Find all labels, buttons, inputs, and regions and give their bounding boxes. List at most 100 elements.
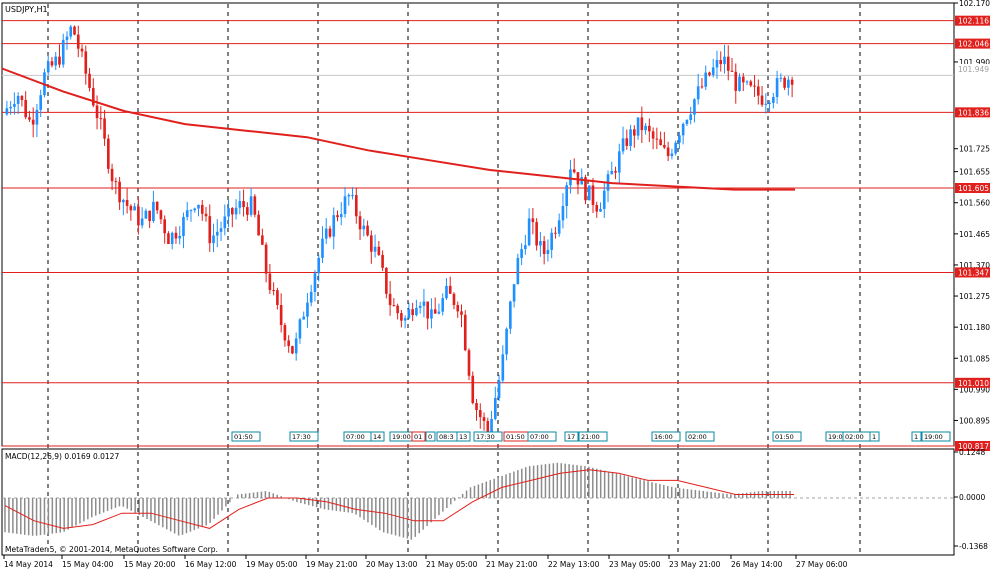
event-marker-label: 07:00: [530, 433, 549, 441]
macd-tick-label: 0.0000: [959, 493, 985, 502]
candle-body: [76, 34, 80, 49]
event-marker-box: [772, 431, 802, 442]
candle-body: [155, 201, 159, 211]
candle-body: [411, 309, 414, 316]
event-marker-label: 19:00: [392, 433, 411, 441]
candle-body: [520, 249, 523, 258]
event-marker-label: 16:00: [654, 433, 673, 441]
candle-body: [764, 103, 768, 105]
macd-label: MACD(12,26,9) 0.0169 0.0127: [5, 452, 119, 461]
time-tick-label: 19 May 05:00: [246, 560, 298, 569]
event-marker-box: [473, 431, 503, 442]
candle-body: [287, 340, 290, 347]
macd-scale: 0.1248 0.0000 -0.1368: [954, 448, 988, 551]
price-tick-label: 101.085: [959, 354, 990, 363]
candle-body: [396, 305, 399, 314]
event-marker-box: [411, 431, 426, 442]
price-tick-label: 101.465: [959, 230, 990, 239]
candle-body: [354, 195, 358, 217]
candle-body: [644, 125, 647, 131]
event-marker-label: 17: [567, 433, 575, 441]
candle-body: [73, 26, 76, 35]
candle-body: [324, 228, 328, 239]
candle-body: [516, 257, 520, 285]
candle-body: [261, 235, 264, 245]
candle-body: [99, 118, 103, 120]
candle-body: [475, 403, 478, 411]
time-tick-label: 26 May 14:00: [731, 560, 783, 569]
candle-body: [193, 208, 197, 211]
candle-body: [572, 169, 576, 173]
level-label-text: 102.116: [958, 17, 989, 26]
candle-body: [65, 36, 69, 40]
level-price-labels: 102.116 102.046 101.836 101.605 101.347 101.0…: [955, 15, 990, 451]
candle-body: [734, 71, 738, 91]
candle-body: [351, 195, 354, 197]
candle-body: [163, 219, 166, 234]
candle-body: [31, 119, 35, 125]
time-axis[interactable]: 14 May 2014 15 May 04:00 15 May 20:00 16 Ma…: [3, 555, 848, 569]
candle-body: [103, 118, 106, 139]
candle-body: [370, 235, 373, 252]
event-marker-label: 01:50: [506, 433, 525, 441]
price-pane[interactable]: [1, 2, 955, 447]
macd-histogram: [4, 462, 791, 540]
candle-body: [392, 305, 396, 307]
candle-body: [418, 305, 422, 308]
time-tick-label: 19 May 21:00: [306, 560, 358, 569]
candle-body: [167, 233, 170, 245]
candle-body: [715, 60, 719, 68]
candle-body: [463, 314, 467, 351]
candle-body: [531, 218, 535, 223]
event-marker-box: [869, 431, 880, 442]
candle-body: [279, 304, 283, 326]
candle-body: [388, 293, 392, 306]
level-label-text: 101.605: [958, 184, 989, 193]
candle-body: [790, 79, 794, 85]
candle-body: [711, 67, 715, 75]
time-tick-label: 21 May 21:00: [486, 560, 538, 569]
candle-body: [170, 232, 174, 245]
event-markers: 01:50 17:30 07:00 14 19:00 01 0 08:3 13 17:30 01:5…: [231, 431, 951, 442]
event-marker-box: [425, 431, 436, 442]
event-marker-label: 0: [428, 433, 432, 441]
candle-body: [708, 72, 711, 75]
candle-body: [249, 196, 253, 215]
candle-body: [234, 207, 238, 215]
candle-body: [283, 325, 287, 341]
candle-body: [84, 51, 88, 74]
current-price-label: 101.949: [955, 64, 990, 74]
candle-body: [212, 235, 215, 244]
macd-pane[interactable]: [1, 448, 955, 556]
event-marker-box: [370, 431, 385, 442]
event-marker-box: [578, 431, 608, 442]
candle-body: [550, 232, 553, 250]
candle-body: [291, 346, 294, 354]
candle-body: [433, 309, 437, 314]
event-marker-box: [685, 431, 715, 442]
candle-body: [452, 293, 456, 306]
candle-body: [227, 208, 230, 217]
candle-body: [152, 201, 155, 221]
candle-body: [332, 215, 336, 237]
price-scale[interactable]: 102.170 101.990 101.725 101.655 101.560 101.4…: [954, 0, 990, 425]
event-marker-label: 01:50: [775, 433, 794, 441]
candle-body: [524, 245, 527, 250]
candle-body: [546, 249, 550, 254]
horizontal-levels[interactable]: [2, 20, 954, 447]
candle-body: [257, 214, 260, 236]
candle-body: [204, 213, 208, 217]
candle-body: [651, 131, 655, 139]
candle-body: [174, 232, 178, 239]
price-tick-label: 100.990: [959, 385, 990, 394]
candle-body: [339, 214, 343, 218]
price-tick-label: 101.560: [959, 199, 990, 208]
candle-body: [426, 301, 429, 319]
candle-body: [726, 56, 730, 71]
candle-body: [215, 231, 219, 236]
candle-body: [617, 151, 621, 173]
candle-body: [422, 301, 426, 306]
candle-body: [381, 254, 384, 268]
